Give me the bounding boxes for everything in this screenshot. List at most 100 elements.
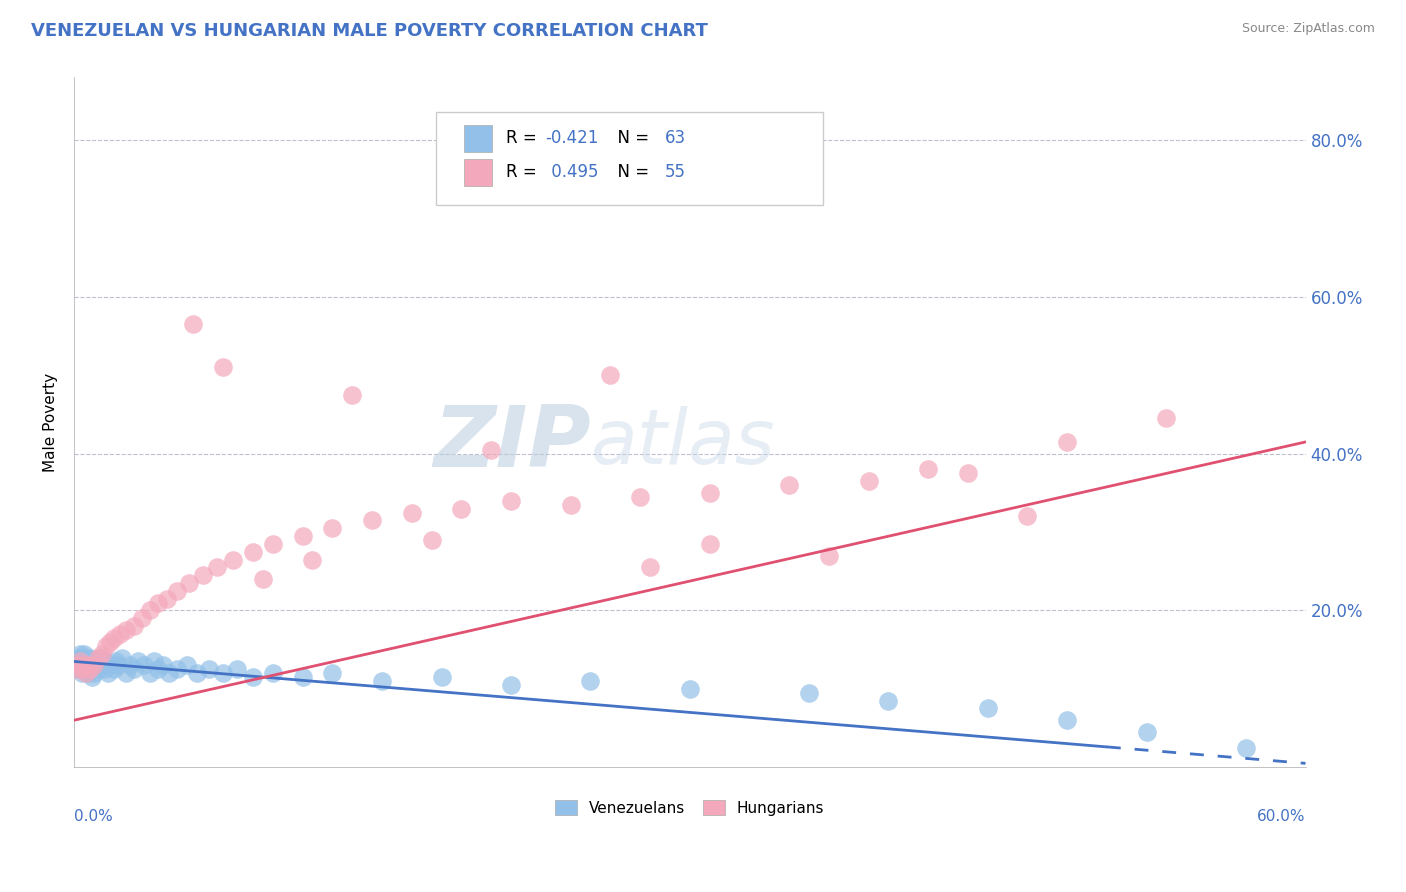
- Point: [142, 655, 165, 669]
- Point: [291, 670, 314, 684]
- Point: [90, 658, 112, 673]
- Point: [83, 655, 105, 669]
- Point: [97, 666, 120, 681]
- Text: ZIP: ZIP: [433, 401, 592, 484]
- Point: [560, 498, 582, 512]
- Point: [131, 611, 153, 625]
- Point: [193, 568, 215, 582]
- Point: [291, 529, 314, 543]
- Point: [146, 662, 169, 676]
- Point: [108, 627, 131, 641]
- Point: [479, 442, 502, 457]
- Text: Source: ZipAtlas.com: Source: ZipAtlas.com: [1241, 22, 1375, 36]
- Point: [122, 619, 145, 633]
- Point: [73, 647, 96, 661]
- Point: [628, 490, 651, 504]
- Point: [118, 658, 141, 673]
- Point: [73, 658, 96, 673]
- Point: [361, 513, 384, 527]
- Text: atlas: atlas: [592, 406, 776, 480]
- Point: [340, 388, 363, 402]
- Point: [103, 631, 125, 645]
- Point: [77, 666, 100, 681]
- Point: [499, 678, 522, 692]
- Point: [98, 635, 121, 649]
- Point: [90, 647, 112, 661]
- Point: [70, 650, 93, 665]
- Point: [70, 662, 93, 676]
- Point: [83, 658, 105, 673]
- Text: -0.421: -0.421: [546, 129, 599, 147]
- Point: [69, 647, 91, 661]
- Point: [111, 650, 134, 665]
- Point: [321, 521, 343, 535]
- Point: [75, 666, 97, 681]
- Point: [80, 670, 103, 684]
- Point: [83, 666, 105, 681]
- Point: [321, 666, 343, 681]
- Point: [152, 658, 174, 673]
- Text: 60.0%: 60.0%: [1257, 809, 1306, 823]
- Point: [917, 462, 939, 476]
- Point: [132, 658, 155, 673]
- Point: [77, 658, 100, 673]
- Point: [75, 658, 97, 673]
- Point: [242, 544, 264, 558]
- Point: [877, 693, 900, 707]
- Point: [65, 662, 87, 676]
- Point: [73, 662, 96, 676]
- Point: [212, 666, 235, 681]
- Point: [420, 533, 443, 547]
- Legend: Venezuelans, Hungarians: Venezuelans, Hungarians: [548, 794, 831, 822]
- Point: [114, 623, 136, 637]
- Text: R =: R =: [506, 129, 543, 147]
- Point: [94, 639, 117, 653]
- Point: [301, 552, 323, 566]
- Point: [67, 658, 90, 673]
- Point: [93, 662, 115, 676]
- Point: [226, 662, 249, 676]
- Point: [198, 662, 221, 676]
- Y-axis label: Male Poverty: Male Poverty: [44, 373, 58, 472]
- Point: [679, 681, 702, 696]
- Point: [450, 501, 472, 516]
- Point: [262, 666, 284, 681]
- Point: [80, 658, 103, 673]
- Text: VENEZUELAN VS HUNGARIAN MALE POVERTY CORRELATION CHART: VENEZUELAN VS HUNGARIAN MALE POVERTY COR…: [31, 22, 707, 40]
- Text: R =: R =: [506, 163, 543, 181]
- Point: [212, 360, 235, 375]
- Text: 0.495: 0.495: [546, 163, 598, 181]
- Point: [77, 655, 100, 669]
- Point: [103, 662, 125, 676]
- Point: [79, 662, 101, 676]
- Point: [104, 655, 127, 669]
- Point: [401, 506, 423, 520]
- Point: [599, 368, 621, 383]
- Point: [156, 591, 179, 606]
- Point: [579, 673, 602, 688]
- Text: 0.0%: 0.0%: [75, 809, 112, 823]
- Point: [73, 655, 96, 669]
- Point: [778, 478, 800, 492]
- Point: [252, 572, 274, 586]
- Point: [79, 650, 101, 665]
- Point: [1136, 725, 1159, 739]
- Point: [127, 655, 149, 669]
- Point: [87, 662, 110, 676]
- Point: [977, 701, 1000, 715]
- Point: [138, 666, 160, 681]
- Point: [67, 658, 90, 673]
- Point: [181, 318, 204, 332]
- Text: 63: 63: [665, 129, 686, 147]
- Point: [371, 673, 394, 688]
- Point: [122, 662, 145, 676]
- Point: [107, 658, 129, 673]
- Point: [166, 583, 188, 598]
- Point: [1156, 411, 1178, 425]
- Point: [159, 666, 181, 681]
- Text: 55: 55: [665, 163, 686, 181]
- Point: [638, 560, 661, 574]
- Point: [87, 650, 110, 665]
- Point: [699, 537, 721, 551]
- Point: [114, 666, 136, 681]
